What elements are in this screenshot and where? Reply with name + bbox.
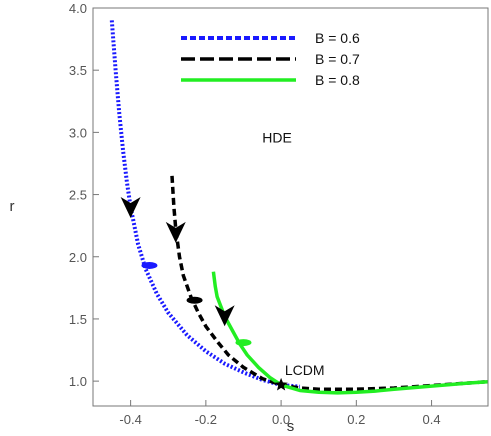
x-tick-label: 0.0 [272, 412, 290, 427]
series-line-3 [211, 271, 489, 395]
y-tick-label: 3.5 [69, 63, 87, 78]
state-point-2 [186, 296, 203, 304]
direction-arrow-3 [214, 305, 235, 327]
y-tick-label: 2.0 [69, 250, 87, 265]
legend: B = 0.6 B = 0.7 B = 0.8 [181, 30, 360, 88]
y-tick-label: 3.0 [69, 125, 87, 140]
y-axis-label: r [10, 198, 15, 215]
x-tick-label: -0.2 [195, 412, 217, 427]
series-line-2 [170, 175, 489, 391]
plot-frame [92, 7, 489, 407]
x-axis-label: s [287, 418, 295, 435]
x-tick-label: -0.4 [119, 412, 141, 427]
y-tick-label: 2.5 [69, 188, 87, 203]
series-curves [109, 20, 489, 395]
state-point-1 [141, 261, 158, 269]
legend-label-1: B = 0.6 [315, 30, 360, 46]
series-markers [120, 197, 288, 391]
lcdm-star-marker [274, 377, 288, 391]
x-tick-label: 0.4 [423, 412, 441, 427]
series-line-1 [109, 20, 301, 389]
legend-label-3: B = 0.8 [315, 72, 360, 88]
x-tick-label: 0.2 [347, 412, 365, 427]
direction-arrow-1 [120, 197, 141, 218]
annotation-lcdm: LCDM [285, 362, 325, 378]
y-tick-label: 1.5 [69, 312, 87, 327]
state-point-3 [235, 339, 252, 347]
annotations: HDE LCDM [262, 129, 324, 378]
annotation-hde: HDE [262, 129, 292, 145]
y-tick-label: 4.0 [69, 1, 87, 16]
axis-ticks: -0.4 -0.2 0.0 0.2 0.4 1.0 1.5 2.0 2.5 3.0 3.5 4.0 [69, 1, 441, 427]
y-tick-label: 1.0 [69, 374, 87, 389]
legend-label-2: B = 0.7 [315, 51, 360, 67]
direction-arrow-2 [165, 221, 186, 243]
